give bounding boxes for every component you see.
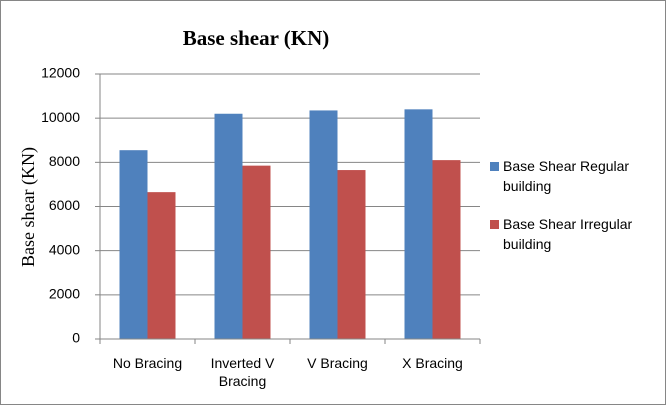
bar	[214, 113, 243, 339]
bar	[147, 192, 176, 339]
x-tick-label: V Bracing	[307, 355, 368, 371]
legend-label: Base Shear Irregular building	[503, 216, 633, 252]
y-axis-label: Base shear (KN)	[18, 147, 39, 267]
y-tick-label: 2000	[49, 286, 80, 302]
bar	[432, 160, 461, 339]
y-tick-label: 4000	[49, 241, 80, 257]
y-tick-label: 0	[72, 330, 80, 346]
legend-swatch	[490, 220, 499, 229]
y-tick-label: 10000	[41, 109, 80, 125]
legend-label: Base Shear Regular building	[503, 158, 630, 194]
bar	[242, 165, 271, 339]
chart-title: Base shear (KN)	[183, 26, 330, 50]
y-tick-label: 8000	[49, 153, 80, 169]
bar	[404, 109, 433, 339]
x-tick-label: X Bracing	[402, 355, 463, 371]
y-tick-label: 12000	[41, 65, 80, 81]
bar	[337, 170, 366, 339]
y-tick-label: 6000	[49, 197, 80, 213]
x-tick-label: No Bracing	[112, 355, 183, 371]
x-tick-label: Inverted V Bracing	[210, 355, 275, 389]
bar	[309, 110, 338, 339]
legend-swatch	[490, 162, 499, 171]
bar	[119, 150, 148, 339]
